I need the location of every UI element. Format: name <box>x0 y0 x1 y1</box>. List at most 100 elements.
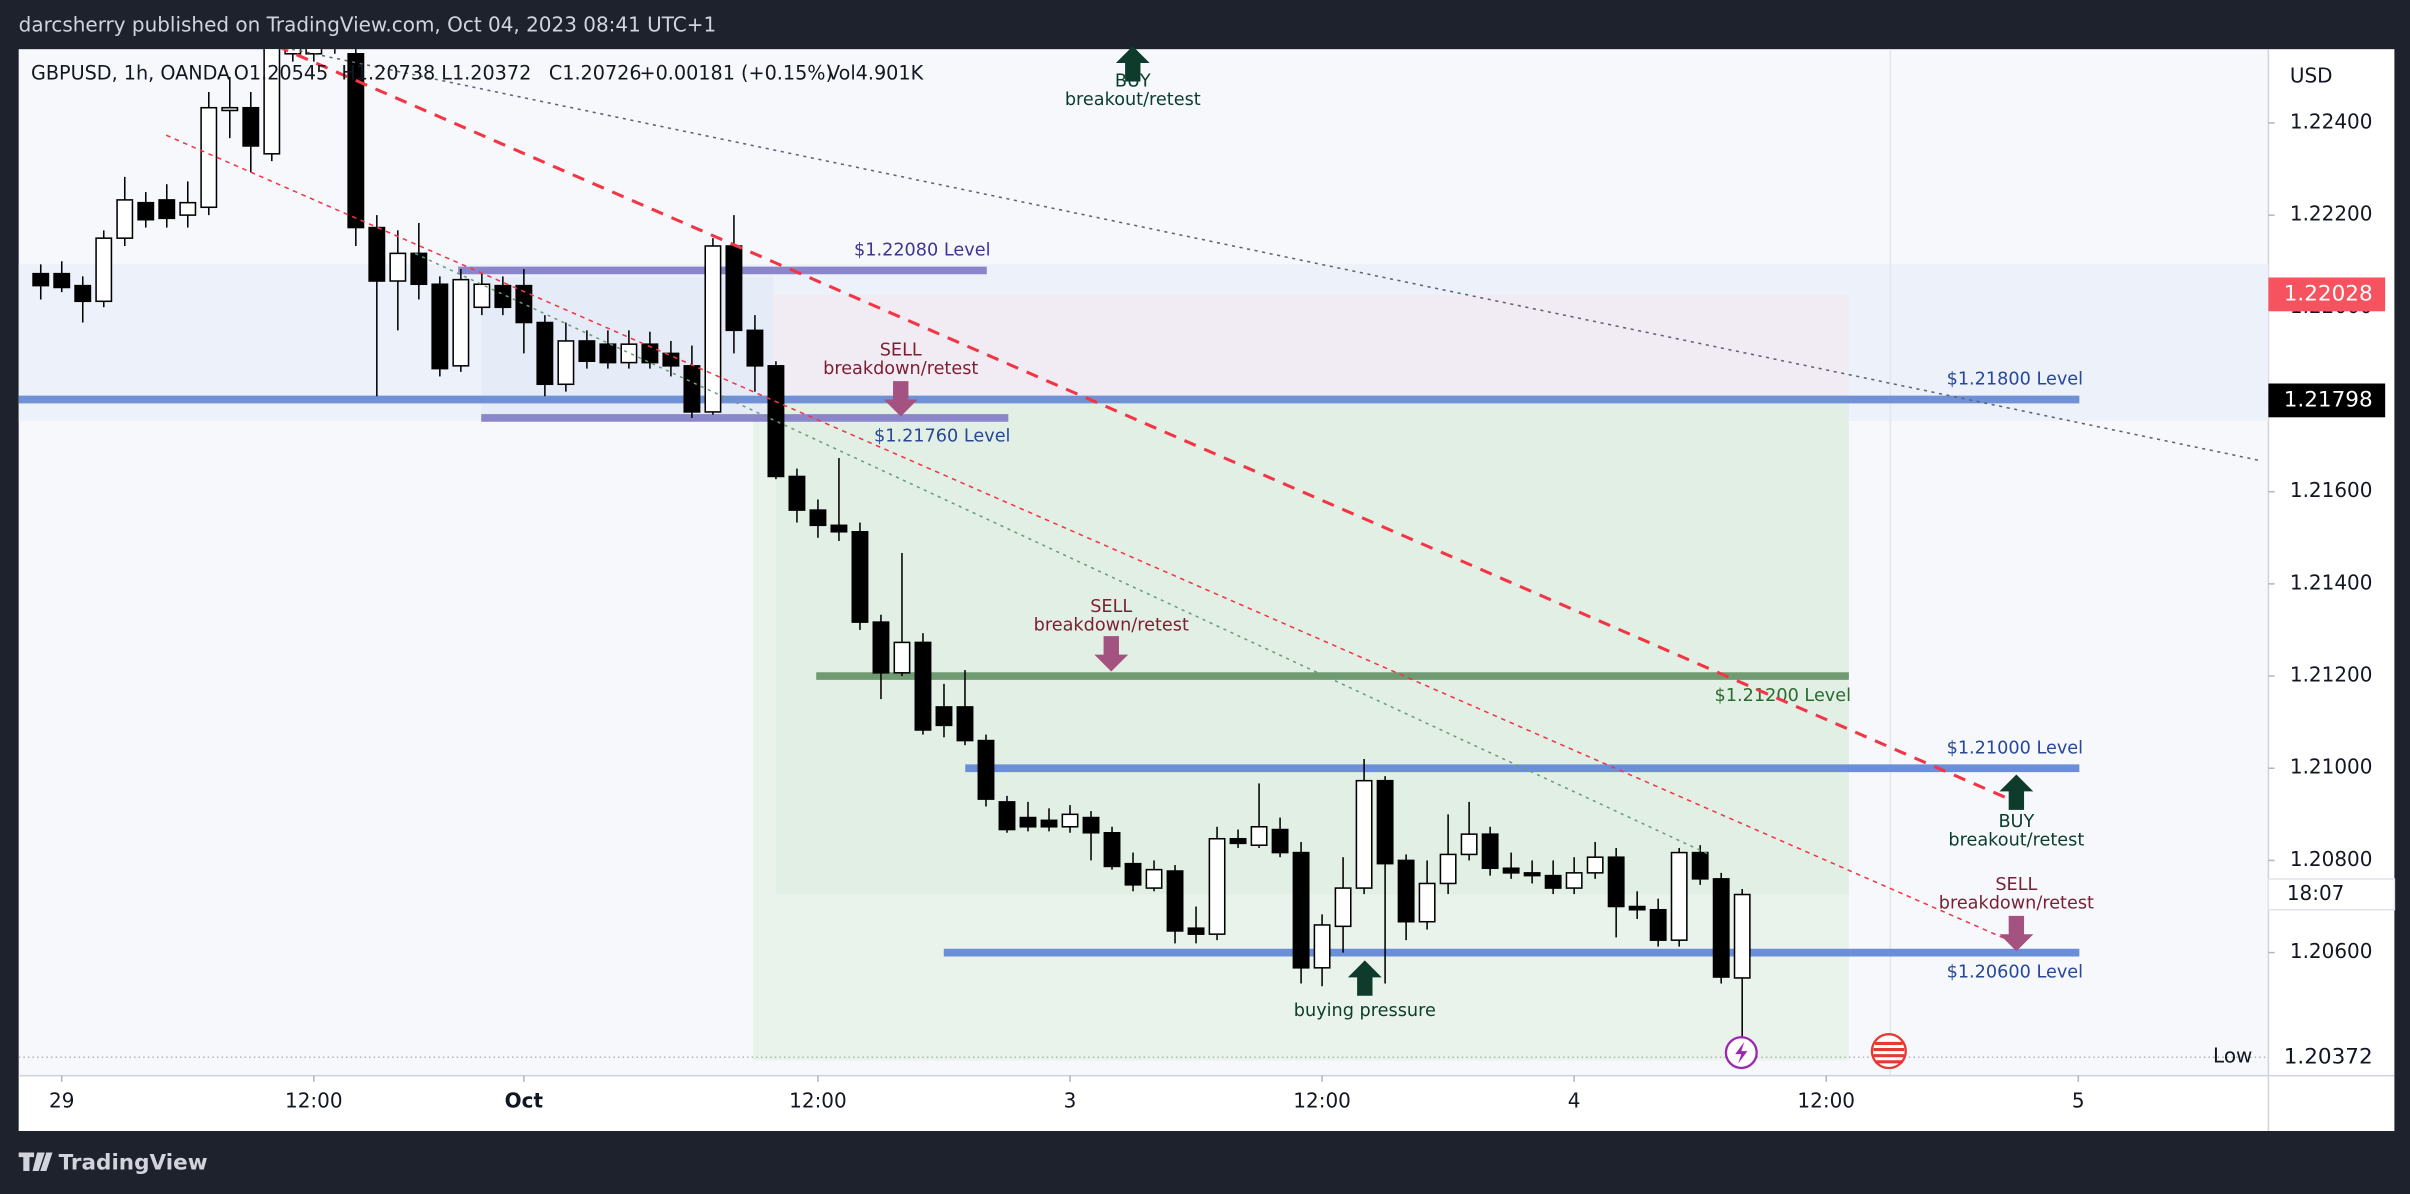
zone <box>776 402 1849 895</box>
candle-body <box>200 106 218 209</box>
candle-body <box>1481 833 1499 870</box>
candle-body <box>242 106 260 147</box>
symbol[interactable]: GBPUSD, 1h, OANDA <box>31 61 230 84</box>
candle-body <box>494 284 512 309</box>
annotation-text: breakdown/retest <box>1034 615 1189 635</box>
candle-body <box>263 49 281 155</box>
candle-body <box>998 801 1016 831</box>
brand[interactable]: TradingView <box>59 1150 208 1175</box>
candle-body <box>830 524 848 533</box>
candle-body <box>1628 905 1646 911</box>
levels: $1.22080 Level $1.21800 Level $1.21760 Lev… <box>18 240 2083 983</box>
candle-body <box>305 49 323 55</box>
candle-body <box>809 509 827 527</box>
candle-body <box>1271 828 1289 854</box>
candle-body <box>683 365 701 413</box>
candle-body <box>1061 813 1079 828</box>
candle-body <box>641 343 659 364</box>
candle-body <box>1376 779 1394 865</box>
candle-body <box>1418 882 1436 923</box>
candle-body <box>1019 816 1037 828</box>
y-tick-label: 1.21600 <box>2290 478 2373 502</box>
candle-body <box>704 245 722 413</box>
x-tick-label: 3 <box>1064 1088 1077 1112</box>
candle-body <box>515 284 533 324</box>
low-label: Low <box>2213 1044 2252 1068</box>
candle-body <box>53 272 71 289</box>
x-tick-label: 12:00 <box>285 1088 343 1112</box>
y-tick-label: 1.20800 <box>2290 847 2373 871</box>
candle-body <box>1607 856 1625 908</box>
low-value: 1.20372 <box>2284 1045 2373 1070</box>
candle-body <box>95 237 113 303</box>
annotation-text: breakdown/retest <box>1939 894 2094 914</box>
candle-body <box>851 531 869 623</box>
candle-body <box>1292 851 1310 969</box>
candle-body <box>179 201 197 216</box>
annotation-arrow <box>1999 915 2034 952</box>
candle-body <box>620 343 638 364</box>
candle-body <box>1565 872 1583 889</box>
annotation-text: buying pressure <box>1294 1001 1436 1021</box>
annotations: BUYbreakout/retestSELLbreakdown/retestSE… <box>823 46 2094 1021</box>
candle-body <box>347 53 365 229</box>
candle-body <box>536 321 554 386</box>
candle-body <box>1313 924 1331 969</box>
x-tick-label: 12:00 <box>789 1088 847 1112</box>
candle-body <box>935 706 953 727</box>
trendline <box>280 49 2017 804</box>
candle-body <box>1229 837 1247 845</box>
candle-body <box>1397 859 1415 923</box>
candle-body <box>1250 826 1268 846</box>
y-tick-label: 1.21400 <box>2290 570 2373 594</box>
candle-body <box>1691 851 1709 880</box>
candle-body <box>32 272 50 287</box>
publish-line: darcsherry published on TradingView.com,… <box>19 13 717 37</box>
candle-body <box>137 201 155 221</box>
candle-body <box>1712 878 1730 978</box>
candle-body <box>1523 872 1541 877</box>
y-tick-label: 1.22200 <box>2290 202 2373 226</box>
event-icon-glyph <box>1873 1041 1905 1064</box>
annotation-arrow <box>1999 774 2034 810</box>
annotation-arrow <box>1115 46 1150 82</box>
level-label: $1.22080 Level <box>854 240 990 260</box>
candle-body <box>1670 851 1688 941</box>
annotation-text: breakdown/retest <box>823 359 978 379</box>
candle-body <box>893 641 911 674</box>
candle-body <box>1649 908 1667 941</box>
candle-body <box>1334 887 1352 928</box>
candle-body <box>410 252 428 286</box>
candle-body <box>578 340 596 362</box>
price-tag <box>2268 277 2386 312</box>
candle-body <box>1355 779 1373 889</box>
x-tick-label: 12:00 <box>1797 1088 1855 1112</box>
candle-body <box>116 199 134 239</box>
y-tick-label: 1.20600 <box>2290 939 2373 963</box>
candle-body <box>746 329 764 367</box>
drawings <box>18 49 2269 1076</box>
y-tick-label: 1.22400 <box>2290 109 2373 133</box>
candle-body <box>1124 862 1142 886</box>
currency[interactable]: USD <box>2290 63 2333 87</box>
y-tick-label: 1.21200 <box>2290 663 2373 687</box>
countdown: 18:07 <box>2287 881 2345 905</box>
y-tick-label: 1.21000 <box>2290 755 2373 779</box>
annotation-arrow <box>883 381 918 417</box>
candle-body <box>872 621 890 674</box>
x-tick-label: Oct <box>505 1088 544 1112</box>
candle-body <box>1544 874 1562 889</box>
candle-body <box>74 284 92 303</box>
annotation-text: SELL <box>1090 597 1132 617</box>
candle-body <box>914 641 932 731</box>
candle-body <box>1208 837 1226 935</box>
annotation-text: breakout/retest <box>1948 831 2084 851</box>
annotation-arrow <box>1347 960 1382 996</box>
annotation-text: BUY <box>1998 812 2034 832</box>
price-tag-label: 1.21798 <box>2284 387 2373 412</box>
level-label: $1.21800 Level <box>1947 370 2083 390</box>
x-tick-label: 12:00 <box>1293 1088 1351 1112</box>
candle-body <box>1082 816 1100 834</box>
